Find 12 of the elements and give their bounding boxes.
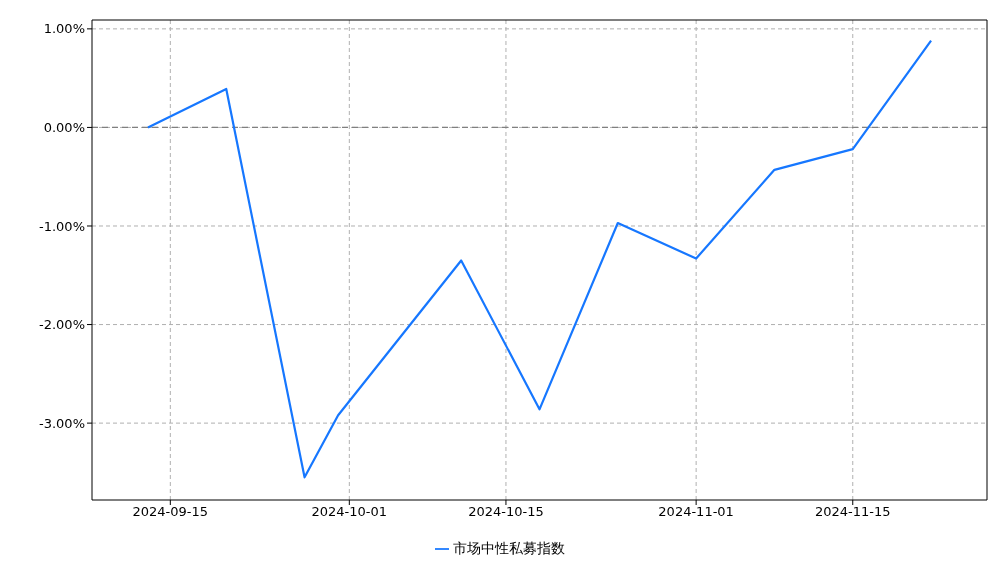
x-tick-label: 2024-10-15 (468, 504, 544, 520)
x-tick-label: 2024-11-15 (814, 504, 891, 520)
y-tick-label: -3.00% (39, 415, 85, 431)
x-tick-label: 2024-11-01 (658, 504, 734, 520)
x-tick-label: 2024-10-01 (311, 504, 388, 520)
line-series (146, 39, 933, 479)
y-tick-label: 1.00% (43, 21, 85, 37)
legend-label: 市场中性私募指数 (453, 540, 565, 556)
y-tick-label: 0.00% (43, 120, 85, 136)
x-tick-label: 2024-09-15 (132, 504, 209, 520)
y-tick-label: -1.00% (39, 218, 85, 234)
y-tick-label: -2.00% (39, 317, 85, 333)
